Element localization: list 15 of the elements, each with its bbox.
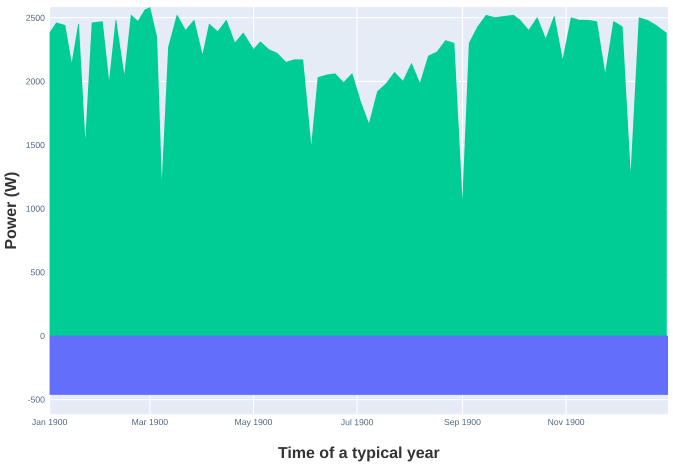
y-tick-label: 2000 [26,78,45,85]
y-tick-label: -500 [28,396,45,403]
x-tick-label: May 1900 [235,419,272,427]
x-tick-label: Nov 1900 [548,419,584,426]
y-tick-label: 0 [40,333,45,340]
x-axis-title: Time of a typical year [278,446,440,462]
x-tick-label: Jan 1900 [32,419,68,426]
y-tick-label: 1000 [26,206,45,212]
y-tick-label: 500 [30,269,45,276]
x-tick-label: Jul 1900 [340,419,374,426]
x-tick-label: Sep 1900 [444,419,481,427]
y-tick-label: 2500 [26,14,45,21]
x-tick-label: Mar 1900 [132,419,168,426]
y-tick-label: 1500 [26,142,45,148]
y-axis-title: Power (W) [4,172,20,249]
